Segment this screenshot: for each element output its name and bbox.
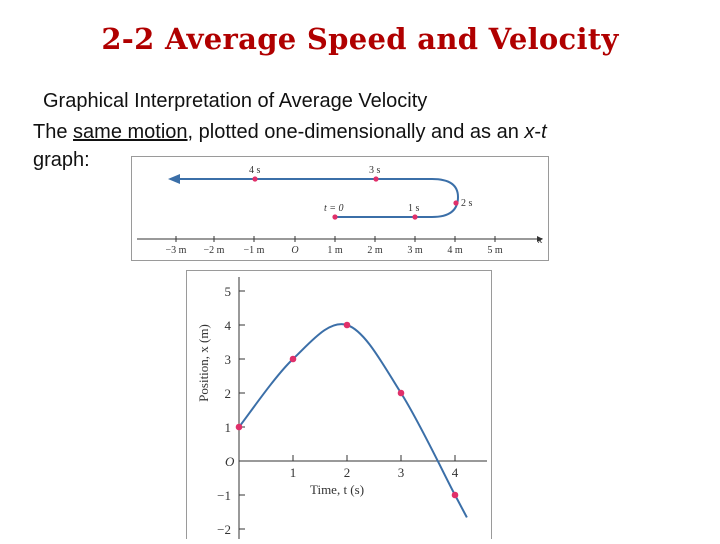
body-text-t: t bbox=[541, 121, 547, 143]
motion-point-t3 bbox=[373, 176, 379, 182]
motion-point-t0 bbox=[332, 214, 338, 220]
x-tick-label: 1 bbox=[290, 465, 297, 480]
body-text-mid: , plotted one-dimensionally and as an bbox=[187, 121, 525, 143]
data-point bbox=[451, 491, 459, 499]
x-axis-label: Time, t (s) bbox=[310, 482, 364, 497]
motion-axis-label: x bbox=[537, 235, 543, 246]
motion-tick-label: −3 m bbox=[166, 245, 187, 256]
motion-tick-labels: −3 m −2 m −1 m O 1 m 2 m 3 m 4 m 5 m bbox=[166, 245, 503, 256]
x-tick-label: 3 bbox=[398, 465, 405, 480]
data-points bbox=[235, 321, 459, 499]
body-text-pre: The bbox=[33, 121, 74, 143]
xt-graph: O Time, t (s) Position, x (m) 5 4 3 2 1 −1 −2 1… bbox=[186, 270, 492, 539]
body-text-line-1: The same motion, plotted one-dimensional… bbox=[33, 119, 547, 145]
motion-tick-label: 3 m bbox=[407, 245, 423, 256]
motion-tick-label: −1 m bbox=[244, 245, 265, 256]
motion-axis-arrow bbox=[537, 236, 543, 242]
motion-path bbox=[180, 178, 460, 218]
motion-time-label: t = 0 bbox=[324, 203, 344, 214]
y-tick-label: −1 bbox=[217, 488, 231, 503]
x-tick-label: 2 bbox=[344, 465, 351, 480]
motion-tick-label: O bbox=[291, 245, 298, 256]
data-point bbox=[397, 389, 405, 397]
xt-graph-svg: O Time, t (s) Position, x (m) 5 4 3 2 1 −1 −2 1… bbox=[196, 277, 487, 539]
motion-tick-label: −2 m bbox=[204, 245, 225, 256]
body-text-x: x bbox=[524, 121, 535, 143]
data-point bbox=[289, 355, 297, 363]
y-tick-label: −2 bbox=[217, 522, 231, 537]
motion-time-label: 1 s bbox=[408, 203, 420, 214]
motion-time-label: 4 s bbox=[249, 165, 261, 176]
motion-tick-marks bbox=[175, 236, 496, 242]
motion-diagram-svg: x −3 m −2 m −1 m O 1 m 2 m 3 m 4 m 5 m bbox=[137, 165, 543, 256]
motion-time-label: 2 s bbox=[461, 198, 473, 209]
motion-point-t2 bbox=[453, 200, 459, 206]
tick-group: 5 4 3 2 1 −1 −2 1 2 3 4 bbox=[217, 284, 459, 537]
motion-tick-label: 2 m bbox=[367, 245, 383, 256]
y-tick-label: 1 bbox=[225, 420, 232, 435]
data-point bbox=[343, 321, 351, 329]
slide-title: 2-2 Average Speed and Velocity bbox=[101, 22, 619, 56]
motion-time-label: 3 s bbox=[369, 165, 381, 176]
motion-tick-label: 5 m bbox=[487, 245, 503, 256]
motion-point-t1 bbox=[412, 214, 418, 220]
x-tick-label: 4 bbox=[452, 465, 459, 480]
y-axis-label: Position, x (m) bbox=[196, 324, 211, 402]
motion-diagram: x −3 m −2 m −1 m O 1 m 2 m 3 m 4 m 5 m bbox=[131, 156, 549, 261]
motion-path-arrowhead bbox=[168, 174, 180, 184]
motion-time-labels: t = 0 1 s 2 s 3 s 4 s bbox=[249, 165, 473, 214]
body-text-dash: - bbox=[534, 121, 542, 143]
slide-subtitle: Graphical Interpretation of Average Velo… bbox=[43, 90, 428, 112]
y-tick-label: 3 bbox=[225, 352, 232, 367]
motion-tick-label: 4 m bbox=[447, 245, 463, 256]
origin-label: O bbox=[225, 454, 235, 469]
y-tick-label: 4 bbox=[225, 318, 232, 333]
y-tick-label: 5 bbox=[225, 284, 232, 299]
data-point bbox=[235, 423, 243, 431]
body-text-line-2: graph: bbox=[33, 149, 90, 171]
y-tick-label: 2 bbox=[225, 386, 232, 401]
motion-tick-label: 1 m bbox=[327, 245, 343, 256]
body-text-underlined: same motion bbox=[73, 121, 188, 143]
motion-point-t4 bbox=[252, 176, 258, 182]
